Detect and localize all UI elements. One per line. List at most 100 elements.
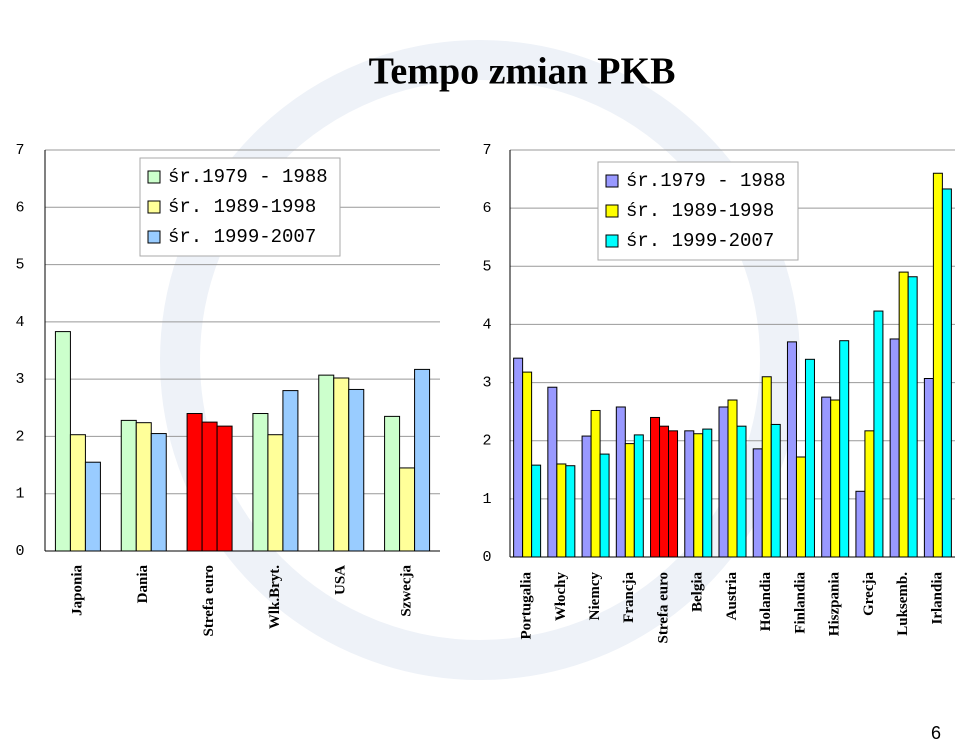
x-tick-label: Irlandia	[929, 572, 945, 625]
bar	[761, 376, 772, 558]
x-tick-label: Japonia	[69, 565, 85, 616]
bar	[659, 425, 670, 558]
x-tick-label: Finlandia	[792, 572, 808, 634]
bar	[547, 386, 558, 558]
bar	[923, 378, 934, 558]
y-tick-label: 4	[482, 316, 491, 333]
legend-label: śr.1979 - 1988	[168, 166, 328, 188]
bar	[932, 172, 943, 558]
bar	[684, 430, 695, 558]
y-tick-label: 1	[482, 491, 491, 508]
bar	[522, 371, 533, 558]
bar	[590, 409, 601, 558]
bar	[693, 433, 704, 558]
bar	[318, 374, 335, 552]
y-tick-label: 5	[482, 258, 491, 275]
slide-title: Tempo zmian PKB	[369, 51, 676, 93]
bar	[186, 413, 203, 552]
bar	[384, 415, 401, 552]
y-tick-label: 2	[15, 428, 24, 445]
bar	[727, 399, 738, 558]
legend-label: śr. 1999-2007	[168, 226, 316, 248]
legend-box	[597, 161, 799, 261]
y-tick-label: 0	[482, 549, 491, 566]
bar	[615, 406, 626, 558]
bar	[267, 434, 284, 552]
y-tick-label: 3	[482, 375, 491, 392]
y-tick-label: 0	[15, 543, 24, 560]
bar	[752, 448, 763, 558]
x-tick-label: Dania	[135, 565, 151, 604]
legend-swatch	[605, 204, 619, 218]
x-tick-label: Włochy	[553, 572, 569, 622]
bar	[216, 425, 233, 552]
y-tick-label: 7	[15, 142, 24, 159]
legend-swatch	[147, 230, 161, 244]
bar	[889, 338, 900, 558]
legend-swatch	[147, 170, 161, 184]
bar	[282, 390, 299, 552]
legend-label: śr. 1989-1998	[626, 200, 774, 222]
legend-label: śr. 1999-2007	[626, 230, 774, 252]
legend-swatch	[147, 200, 161, 214]
y-tick-label: 5	[15, 257, 24, 274]
background-decoration	[160, 40, 800, 680]
bar	[556, 463, 567, 558]
bar	[830, 399, 841, 558]
bar	[414, 368, 431, 552]
bar	[531, 464, 542, 558]
bar	[513, 357, 524, 558]
bar	[795, 456, 806, 558]
bar	[855, 490, 866, 558]
y-tick-label: 3	[15, 371, 24, 388]
x-tick-label: Francja	[621, 572, 637, 623]
legend-label: śr. 1989-1998	[168, 196, 316, 218]
x-tick-label: Strefa euro	[655, 572, 671, 644]
x-tick-label: USA	[333, 565, 349, 595]
bar	[54, 331, 71, 552]
legend-box	[139, 157, 341, 257]
bar	[633, 434, 644, 558]
bar	[770, 423, 781, 558]
page-number: 6	[931, 723, 941, 743]
bar	[804, 358, 815, 558]
x-tick-label: Luksemb.	[895, 572, 911, 636]
bar	[864, 430, 875, 558]
bar	[69, 434, 86, 552]
bar	[150, 433, 167, 552]
x-tick-label: Portugalia	[519, 572, 535, 640]
bar	[333, 377, 350, 552]
x-tick-label: Wlk.Bryt.	[267, 565, 283, 629]
bar	[252, 413, 269, 552]
y-tick-label: 1	[15, 486, 24, 503]
legend-label: śr.1979 - 1988	[626, 170, 786, 192]
x-tick-label: Niemcy	[587, 572, 603, 621]
y-tick-label: 6	[15, 199, 24, 216]
bar	[907, 276, 918, 558]
bar	[786, 341, 797, 558]
x-tick-label: Belgia	[690, 572, 706, 612]
y-tick-label: 4	[15, 314, 24, 331]
bar	[201, 421, 218, 552]
bar	[736, 425, 747, 558]
x-tick-label: Holandia	[758, 572, 774, 632]
bar	[348, 388, 365, 552]
bar	[839, 340, 850, 558]
bar	[84, 461, 101, 552]
bar	[120, 419, 137, 552]
bar	[135, 422, 152, 552]
bar	[718, 406, 729, 558]
bar	[898, 271, 909, 558]
bar	[941, 188, 952, 558]
bar	[873, 310, 884, 558]
bar	[821, 396, 832, 558]
legend-swatch	[605, 234, 619, 248]
bar	[599, 453, 610, 558]
x-tick-label: Szwecja	[399, 565, 415, 617]
x-tick-label: Austria	[724, 572, 740, 621]
x-tick-label: Strefa euro	[201, 565, 217, 637]
y-tick-label: 2	[482, 433, 491, 450]
bar	[581, 435, 592, 558]
legend-swatch	[605, 174, 619, 188]
